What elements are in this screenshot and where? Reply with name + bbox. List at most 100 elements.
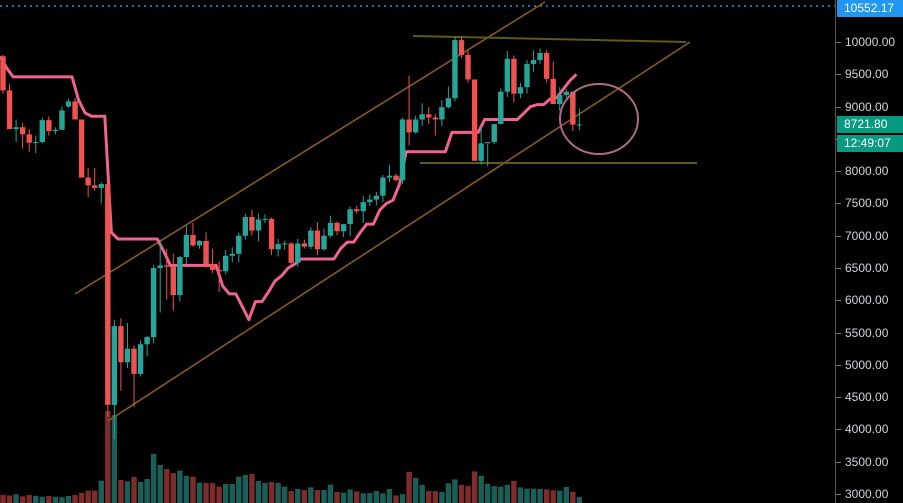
- candle-body-down: [334, 222, 340, 232]
- candle-body-down: [249, 216, 255, 231]
- candle-body-up: [327, 222, 334, 236]
- candle-body-up: [557, 94, 563, 104]
- volume-bar: [439, 492, 445, 503]
- candle-body-down: [471, 79, 478, 161]
- volume-bar: [98, 480, 104, 503]
- volume-bar: [196, 482, 203, 503]
- candle-body-up: [295, 243, 301, 263]
- annotation-circle: [559, 83, 639, 155]
- volume-bar: [393, 495, 399, 503]
- volume-bar: [537, 489, 543, 503]
- volume-bar: [452, 479, 458, 503]
- candlestick-chart[interactable]: [0, 0, 835, 503]
- candle-body-down: [164, 265, 170, 267]
- volume-bar: [177, 470, 183, 503]
- volume-bar: [570, 491, 576, 503]
- price-axis[interactable]: 10000.00 9500.00 9000.00 8000.00 7500.00 7000…: [835, 0, 903, 503]
- channel-upper-trendline: [74, 1, 546, 295]
- candle-body-up: [517, 87, 524, 94]
- candle-body-up: [111, 326, 118, 405]
- candle-body-up: [242, 216, 249, 236]
- price-tick-label: 9000.00: [845, 99, 889, 114]
- volume-bar: [354, 491, 360, 503]
- tick-mark: [836, 461, 841, 463]
- volume-bar: [419, 485, 425, 503]
- volume-bar: [39, 496, 45, 503]
- candle-body-down: [426, 114, 432, 118]
- candle-body-up: [255, 219, 262, 231]
- volume-bar: [471, 471, 478, 503]
- candle-body-up: [380, 177, 386, 196]
- volume-bar: [563, 487, 569, 503]
- candle-body-down: [314, 230, 321, 250]
- volume-bar: [209, 483, 216, 503]
- candle-body-down: [432, 117, 438, 120]
- last-price-tag: 8721.80: [837, 116, 903, 133]
- candle-body-down: [288, 243, 294, 263]
- candle-body-down: [268, 218, 275, 250]
- volume-bar: [485, 483, 491, 503]
- volume-bar: [137, 482, 144, 503]
- candle-body-down: [393, 175, 399, 181]
- candle-body-down: [301, 243, 307, 247]
- price-tick-label: 10000.00: [845, 35, 896, 49]
- tick-mark: [836, 106, 841, 108]
- volume-bar: [65, 496, 72, 503]
- volume-bar: [458, 485, 465, 503]
- volume-bar: [255, 481, 262, 503]
- volume-bar: [550, 490, 556, 503]
- tick-mark: [836, 74, 841, 76]
- price-tick-label: 3500.00: [845, 454, 889, 469]
- candle-body-down: [105, 184, 111, 405]
- candle-body-up: [321, 235, 327, 250]
- candle-body-up: [530, 60, 537, 64]
- candle-body-up: [150, 267, 157, 338]
- volume-bar: [524, 488, 530, 503]
- candle-body-up: [367, 199, 373, 203]
- price-tick-label: 4500.00: [845, 390, 889, 405]
- tick-mark: [836, 429, 841, 431]
- candle-body-down: [92, 185, 98, 188]
- tick-mark: [836, 267, 841, 269]
- price-tick-label: 7500.00: [845, 196, 889, 211]
- candle-body-down: [465, 54, 471, 80]
- candle-body-up: [262, 218, 268, 220]
- volume-bar: [59, 497, 65, 503]
- candle-body-down: [118, 326, 124, 363]
- candle-body-up: [399, 119, 406, 181]
- candle-body-up: [52, 129, 59, 132]
- candle-body-down: [458, 40, 465, 55]
- candle-body-up: [386, 175, 393, 178]
- candle-body-up: [419, 114, 425, 120]
- volume-bar: [262, 483, 268, 503]
- candle-body-down: [543, 52, 550, 79]
- volume-bar: [26, 495, 32, 503]
- bar-countdown-tag: 12:49:07: [837, 135, 903, 152]
- volume-bar: [203, 483, 209, 503]
- candle-body-down: [0, 56, 6, 91]
- tick-mark: [836, 300, 841, 302]
- candle-body-up: [183, 235, 190, 258]
- tick-mark: [836, 332, 841, 334]
- volume-bar: [131, 477, 137, 503]
- volume-bar: [144, 479, 150, 503]
- volume-bar: [78, 493, 85, 503]
- candle-body-down: [72, 101, 78, 120]
- candle-body-up: [439, 107, 445, 120]
- chart-plot-area[interactable]: [0, 0, 835, 503]
- volume-bar: [308, 487, 314, 503]
- volume-bar: [295, 489, 301, 503]
- volume-bar: [321, 490, 327, 503]
- candle-body-up: [124, 348, 131, 363]
- volume-bar: [576, 497, 583, 503]
- candle-body-up: [177, 257, 183, 296]
- volume-bar: [19, 496, 26, 503]
- price-tick-label: 6500.00: [845, 260, 889, 275]
- volume-bar: [340, 492, 347, 503]
- candle-body-down: [6, 90, 13, 130]
- candle-body-up: [13, 127, 19, 130]
- volume-bar: [164, 469, 170, 503]
- volume-bar: [223, 484, 229, 503]
- volume-bar: [504, 485, 511, 503]
- volume-bar: [52, 496, 59, 503]
